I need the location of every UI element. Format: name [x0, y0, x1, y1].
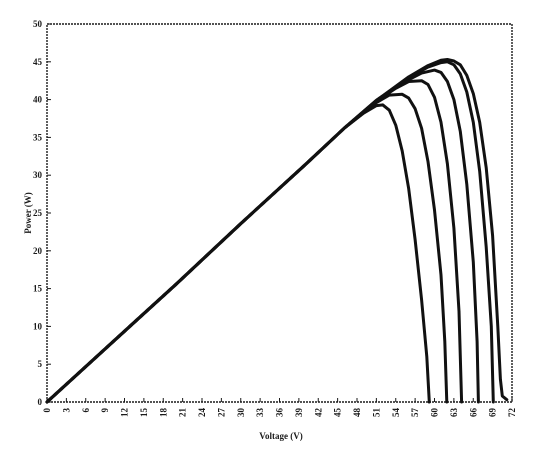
y-tick-label: 15 — [33, 284, 43, 294]
x-tick-label: 51 — [371, 408, 381, 418]
x-tick-label: 45 — [333, 408, 343, 418]
series-line-6 — [45, 58, 509, 404]
y-tick-label: 35 — [33, 132, 43, 142]
x-tick-label: 24 — [197, 408, 207, 418]
series-line-3 — [45, 79, 464, 404]
y-tick-label: 5 — [38, 359, 43, 369]
x-tick-label: 33 — [255, 408, 265, 418]
x-tick-label: 72 — [507, 408, 517, 418]
x-tick-label: 21 — [178, 408, 188, 418]
y-axis-title: Power (W) — [23, 192, 33, 234]
x-tick-label: 69 — [488, 408, 498, 418]
plot-frame — [46, 23, 513, 403]
series-line-1 — [45, 103, 431, 404]
x-tick-label: 6 — [81, 408, 91, 413]
x-tick-label: 48 — [352, 408, 362, 418]
x-axis: 0 3 6 9 12 15 18 21 24 27 30 33 36 39 42 45 48 51 54 57 60 63… — [42, 398, 517, 417]
x-tick-label: 27 — [216, 408, 226, 418]
y-tick-label: 40 — [33, 95, 43, 105]
y-tick-label: 0 — [38, 397, 43, 407]
series-layer — [45, 58, 509, 404]
x-tick-label: 36 — [275, 408, 285, 418]
y-tick-label: 45 — [33, 57, 43, 67]
x-tick-label: 15 — [139, 408, 149, 418]
x-tick-label: 12 — [120, 408, 130, 418]
y-tick-label: 25 — [33, 208, 43, 218]
x-tick-label: 30 — [236, 408, 246, 418]
x-tick-label: 66 — [468, 408, 478, 418]
y-tick-label: 20 — [33, 246, 43, 256]
x-tick-label: 3 — [61, 408, 71, 413]
y-tick-label: 30 — [33, 170, 43, 180]
y-tick-label: 10 — [33, 321, 43, 331]
x-tick-label: 0 — [42, 408, 52, 413]
x-tick-label: 57 — [410, 408, 420, 418]
series-line-2 — [45, 92, 449, 404]
x-tick-label: 9 — [100, 408, 110, 413]
x-axis-title: Voltage (V) — [259, 431, 302, 441]
x-tick-label: 18 — [158, 408, 168, 418]
x-tick-label: 39 — [294, 408, 304, 418]
x-tick-label: 42 — [313, 408, 323, 418]
y-tick-label: 50 — [33, 19, 43, 29]
x-tick-label: 60 — [430, 408, 440, 418]
x-tick-label: 63 — [449, 408, 459, 418]
x-tick-label: 54 — [391, 408, 401, 418]
y-axis: 0 5 10 15 20 25 30 35 40 45 50 — [33, 19, 51, 407]
